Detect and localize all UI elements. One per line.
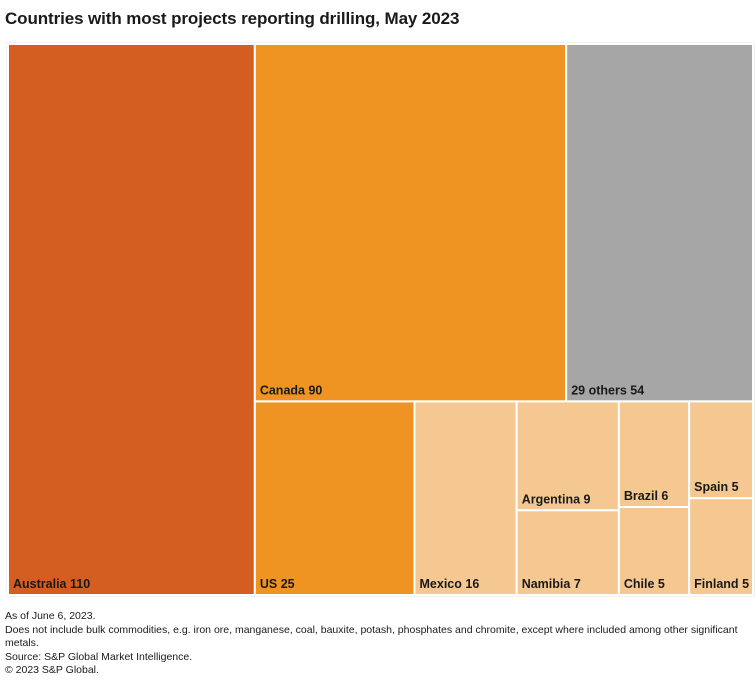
- category-name: Chile: [624, 577, 655, 591]
- tile-label: 29 others 54: [571, 383, 644, 397]
- category-name: US: [260, 577, 277, 591]
- tile: [617, 400, 691, 509]
- note: As of June 6, 2023.: [5, 610, 96, 622]
- value-label: 110: [70, 577, 90, 591]
- value-label: 5: [742, 577, 749, 591]
- chart-title: Countries with most projects reporting d…: [5, 9, 460, 28]
- category-name: 29 others: [571, 383, 627, 397]
- tile-label: US 25: [260, 577, 295, 591]
- tile: [688, 497, 755, 596]
- tile: [413, 400, 518, 596]
- value-label: 16: [465, 577, 479, 591]
- value-label: 90: [308, 383, 322, 397]
- category-name: Argentina: [522, 492, 581, 506]
- tile-label: Finland 5: [694, 577, 749, 591]
- note: © 2023 S&P Global.: [5, 664, 99, 676]
- value-label: 7: [574, 577, 581, 591]
- tile: [253, 400, 416, 596]
- value-label: 9: [584, 492, 591, 506]
- tile-label: Chile 5: [624, 577, 665, 591]
- tile: [565, 43, 755, 403]
- value-label: 54: [630, 383, 644, 397]
- tile: [515, 400, 620, 512]
- value-label: 5: [732, 480, 739, 494]
- value-label: 25: [281, 577, 295, 591]
- category-name: Spain: [694, 480, 728, 494]
- category-name: Australia: [13, 577, 68, 591]
- tile-label: Canada 90: [260, 383, 323, 397]
- tile-label: Spain 5: [694, 480, 739, 494]
- category-name: Finland: [694, 577, 738, 591]
- category-name: Canada: [260, 383, 306, 397]
- tile-label: Mexico 16: [420, 577, 480, 591]
- footnotes: As of June 6, 2023. Does not include bul…: [5, 610, 740, 678]
- tile-label: Brazil 6: [624, 489, 669, 503]
- tile: [253, 43, 568, 403]
- category-name: Mexico: [420, 577, 463, 591]
- value-label: 6: [661, 489, 668, 503]
- tile-label: Argentina 9: [522, 492, 591, 506]
- treemap: Australia 110 Canada 90 29 others 54 US 25 M…: [6, 42, 755, 597]
- tile: [7, 43, 256, 596]
- note: Source: S&P Global Market Intelligence.: [5, 650, 193, 663]
- category-name: Namibia: [522, 577, 572, 591]
- tile: [617, 506, 691, 597]
- tile-label: Australia 110: [13, 577, 90, 591]
- value-label: 5: [658, 577, 665, 591]
- category-name: Brazil: [624, 489, 658, 503]
- tile: [515, 509, 620, 596]
- note: Does not include bulk commodities, e.g. …: [5, 623, 738, 650]
- tile-label: Namibia 7: [522, 577, 581, 591]
